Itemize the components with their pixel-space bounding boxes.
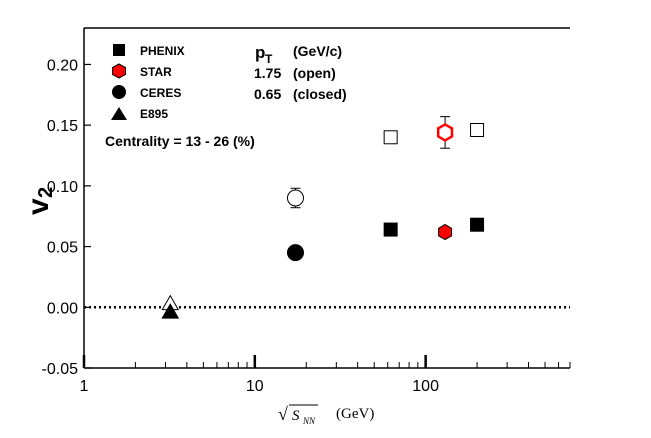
y-tick-label: 0.00 <box>47 300 78 317</box>
pt-annotation: p T (GeV/c) 1.75 (open) 0.65 (closed) <box>254 43 347 102</box>
legend-label-ceres: CERES <box>140 86 181 100</box>
legend-marker-e895 <box>111 107 127 120</box>
ceres-open-point <box>286 189 304 207</box>
pt-closed-value: 0.65 <box>254 86 281 102</box>
legend-label-star: STAR <box>140 65 172 79</box>
legend-label-phenix: PHENIX <box>140 44 185 58</box>
y-axis-label: v 2 <box>22 187 57 215</box>
x-axis-label: √ S NN (GeV) <box>278 404 374 426</box>
ceres-closed-point <box>286 244 304 262</box>
legend-marker-phenix <box>113 44 125 56</box>
y-axis-label-main: v <box>22 198 55 215</box>
pt-open-text: (open) <box>293 65 336 81</box>
star-open-point <box>436 122 454 142</box>
x-tick-label: 1 <box>80 378 89 395</box>
phenix-closed-point <box>470 217 485 232</box>
pt-open-value: 1.75 <box>254 65 281 81</box>
x-tick-label: 10 <box>246 378 264 395</box>
pt-label-sub: T <box>265 52 273 66</box>
x-axis-label-sqrt: √ <box>278 404 288 424</box>
data-points <box>161 116 485 319</box>
phenix-closed-point <box>383 222 398 237</box>
phenix-open-point <box>383 130 398 145</box>
x-axis-label-s: S <box>292 408 300 424</box>
y-tick-label: 0.20 <box>47 57 78 74</box>
pt-unit: (GeV/c) <box>293 43 342 59</box>
legend-marker-ceres <box>112 85 126 99</box>
y-tick-label: 0.10 <box>47 179 78 196</box>
y-tick-label: 0.05 <box>47 240 78 257</box>
x-tick-label: 100 <box>412 378 439 395</box>
legend-marker-star <box>112 63 126 79</box>
legend: PHENIX STAR CERES E895 <box>111 44 185 121</box>
centrality-annotation: Centrality = 13 - 26 (%) <box>105 133 255 149</box>
legend-label-e895: E895 <box>140 107 168 121</box>
e895-closed-point <box>161 303 180 319</box>
y-axis-label-sub: 2 <box>35 187 57 198</box>
phenix-open-point <box>470 123 485 137</box>
pt-closed-text: (closed) <box>293 86 347 102</box>
y-tick-label: -0.05 <box>42 361 79 378</box>
x-axis-label-sub: NN <box>302 416 316 426</box>
pt-label: p <box>255 43 265 62</box>
star-closed-point <box>438 223 453 241</box>
axis-ticks: -0.05 0.00 0.05 0.10 0.15 0.20 1 10 100 <box>42 57 571 395</box>
x-axis-label-unit: (GeV) <box>336 406 374 422</box>
y-tick-label: 0.15 <box>47 118 78 135</box>
